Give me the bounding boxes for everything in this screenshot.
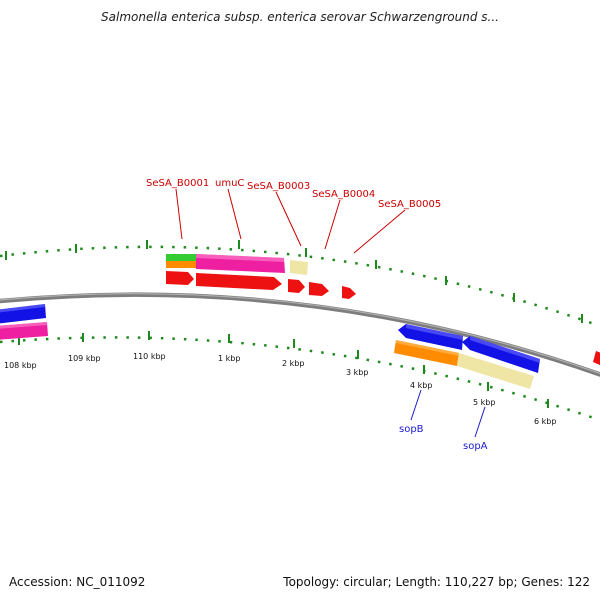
tick-label: 109 kbp: [68, 354, 101, 363]
cds-arrow[interactable]: [288, 279, 305, 293]
tick-label: 3 kbp: [346, 368, 368, 377]
cds-arrows-row: [166, 271, 356, 299]
gene-label[interactable]: SeSA_B0005: [378, 199, 441, 210]
left-features: [0, 304, 48, 340]
lower-feature-stack: [394, 324, 540, 389]
feature-green[interactable]: [166, 254, 197, 261]
cds-arrow-right-edge[interactable]: [593, 351, 600, 366]
gene-label[interactable]: umuC: [215, 178, 244, 189]
outer-major-ticks: [5, 240, 583, 323]
cds-arrow[interactable]: [196, 273, 282, 290]
feature-orange-sopB[interactable]: [394, 340, 459, 366]
tick-label: 4 kbp: [410, 381, 432, 390]
gene-labels: SeSA_B0001 umuC SeSA_B0003 SeSA_B0004 Se…: [146, 178, 488, 452]
gene-label[interactable]: SeSA_B0003: [247, 181, 310, 192]
tick-label: 5 kbp: [473, 398, 495, 407]
feature-blue-arrow-sopA[interactable]: [462, 336, 540, 373]
map-title: Salmonella enterica subsp. enterica sero…: [101, 10, 499, 24]
genome-backbone: [0, 292, 600, 377]
cds-arrow[interactable]: [342, 286, 356, 299]
gene-label[interactable]: sopA: [463, 441, 488, 452]
tick-label: 2 kbp: [282, 359, 304, 368]
gene-label[interactable]: sopB: [399, 424, 424, 435]
inner-tick-ring: [0, 336, 600, 422]
topology-summary: Topology: circular; Length: 110,227 bp; …: [283, 575, 590, 589]
feature-khaki-sopA[interactable]: [457, 353, 534, 389]
gene-label[interactable]: SeSA_B0004: [312, 189, 375, 200]
gene-label[interactable]: SeSA_B0001: [146, 178, 209, 189]
tick-labels: 108 kbp 109 kbp 110 kbp 1 kbp 2 kbp 3 kb…: [4, 352, 556, 426]
upper-feature-stack: [166, 254, 308, 275]
feature-orange[interactable]: [166, 261, 197, 268]
feature-blue-arrow-sopB[interactable]: [398, 324, 463, 350]
accession-text: Accession: NC_011092: [9, 575, 146, 589]
cds-arrow[interactable]: [309, 282, 329, 296]
tick-label: 6 kbp: [534, 417, 556, 426]
label-leaders: [175, 188, 486, 438]
cds-arrow[interactable]: [166, 271, 194, 285]
tick-label: 110 kbp: [133, 352, 166, 361]
outer-tick-ring: [0, 245, 600, 328]
feature-khaki-small[interactable]: [290, 260, 308, 275]
tick-label: 1 kbp: [218, 354, 240, 363]
tick-label: 108 kbp: [4, 361, 37, 370]
